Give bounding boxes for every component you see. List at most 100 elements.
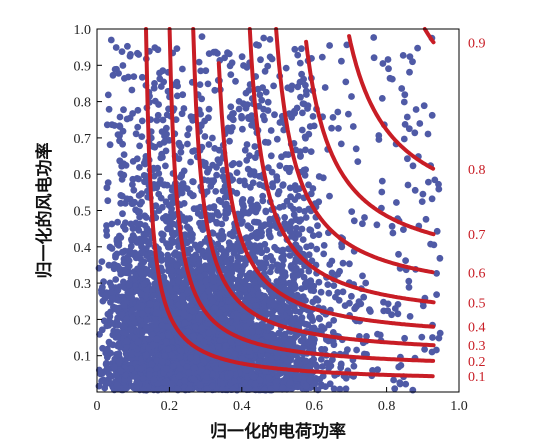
scatter-point: [258, 259, 265, 267]
scatter-point: [114, 218, 121, 226]
scatter-point: [117, 192, 125, 199]
scatter-point: [304, 102, 312, 110]
scatter-point: [162, 378, 169, 386]
scatter-point: [202, 277, 210, 285]
scatter-point: [98, 326, 106, 334]
scatter-point: [291, 272, 298, 280]
scatter-point: [435, 180, 442, 188]
scatter-point: [362, 279, 370, 287]
scatter-point: [345, 110, 352, 118]
scatter-point: [125, 281, 133, 289]
scatter-point: [338, 57, 345, 65]
scatter-point: [227, 71, 235, 78]
scatter-point: [189, 192, 197, 200]
scatter-point: [222, 214, 230, 222]
x-axis-title: 归一化的电荷功率: [210, 421, 346, 442]
scatter-point: [235, 160, 243, 168]
scatter-point: [424, 130, 432, 138]
scatter-point: [329, 114, 337, 121]
scatter-point: [122, 384, 130, 392]
scatter-point: [128, 350, 135, 358]
scatter-point: [369, 367, 376, 374]
scatter-point: [127, 275, 135, 283]
contour-label-0.5: 0.5: [468, 296, 486, 311]
scatter-point: [97, 370, 104, 378]
contour-label-0.4: 0.4: [468, 321, 486, 336]
scatter-point: [134, 207, 142, 215]
scatter-point: [153, 301, 161, 309]
scatter-point: [121, 199, 129, 207]
contour-label-0.2: 0.2: [468, 355, 486, 370]
scatter-point: [153, 365, 160, 372]
scatter-point: [211, 86, 219, 94]
scatter-point: [339, 288, 347, 296]
scatter-point: [157, 176, 164, 184]
scatter-point: [428, 348, 436, 356]
scatter-point: [277, 306, 285, 314]
scatter-point: [401, 334, 408, 342]
scatter-point: [126, 326, 134, 334]
scatter-point: [239, 200, 246, 208]
scatter-point: [298, 225, 306, 233]
scatter-point: [196, 81, 204, 88]
scatter-point: [251, 143, 259, 150]
scatter-point: [406, 53, 414, 60]
scatter-point: [216, 309, 224, 317]
scatter-point: [209, 230, 217, 237]
scatter-point: [136, 268, 144, 275]
scatter-point: [168, 208, 175, 216]
scatter-point: [138, 73, 146, 81]
scatter-point: [318, 53, 326, 61]
scatter-point: [153, 357, 161, 364]
scatter-point: [274, 267, 281, 274]
scatter-point: [179, 292, 187, 300]
contour-label-0.6: 0.6: [468, 266, 486, 281]
scatter-point: [177, 353, 184, 361]
scatter-point: [400, 98, 408, 106]
scatter-point: [116, 113, 124, 121]
scatter-point: [421, 346, 428, 353]
scatter-point: [118, 176, 126, 183]
scatter-point: [308, 313, 315, 321]
scatter-point: [307, 226, 315, 234]
scatter-point: [256, 172, 263, 180]
axis-ticks: [96, 28, 460, 392]
scatter-point: [150, 84, 158, 92]
scatter-point: [210, 278, 218, 285]
scatter-point: [120, 301, 128, 309]
scatter-point: [219, 173, 227, 181]
scatter-point: [250, 373, 258, 381]
scatter-point: [247, 196, 255, 203]
scatter-point: [247, 224, 255, 232]
scatter-point: [209, 177, 217, 185]
scatter-point: [263, 311, 271, 318]
scatter-point: [151, 97, 159, 105]
scatter-point: [129, 158, 137, 165]
scatter-point: [163, 365, 170, 372]
scatter-point: [261, 67, 269, 75]
scatter-point: [242, 323, 250, 330]
scatter-point: [190, 375, 198, 383]
scatter-point: [149, 143, 157, 151]
scatter-point: [228, 242, 236, 250]
scatter-point: [197, 310, 205, 318]
scatter-point: [134, 123, 142, 131]
scatter-point: [200, 338, 208, 346]
scatter-point: [198, 284, 206, 292]
scatter-point: [224, 49, 231, 57]
scatter-point: [389, 229, 397, 237]
scatter-point: [136, 164, 143, 171]
scatter-point: [300, 335, 307, 342]
scatter-point: [214, 342, 222, 350]
scatter-point: [119, 62, 127, 69]
scatter-point: [314, 222, 321, 230]
scatter-point: [159, 116, 167, 124]
scatter-point: [327, 362, 335, 370]
scatter-point: [229, 385, 237, 393]
scatter-point: [222, 342, 230, 350]
scatter-point: [139, 375, 147, 382]
scatter-point: [136, 213, 144, 221]
scatter-point: [143, 316, 150, 324]
scatter-point: [295, 374, 303, 381]
scatter-point: [160, 78, 168, 86]
